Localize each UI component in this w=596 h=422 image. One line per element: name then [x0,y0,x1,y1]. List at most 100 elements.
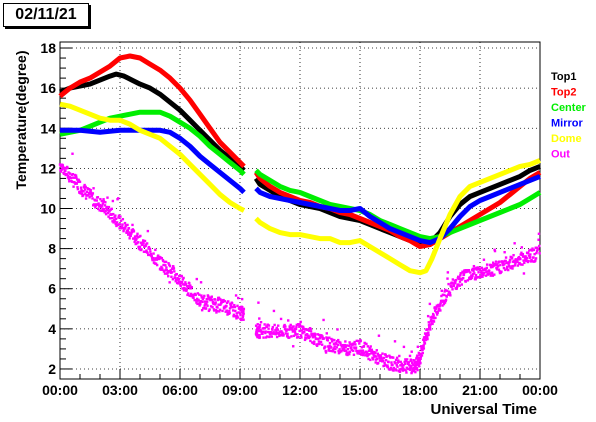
out-point [120,225,123,228]
series-center-line [59,109,542,242]
out-point [519,257,522,261]
out-point [265,335,269,338]
out-point [96,196,100,199]
out-point [145,242,149,245]
out-point [478,268,482,271]
out-point [102,200,106,203]
out-point [513,242,516,245]
out-point [510,265,513,268]
out-point [204,307,208,310]
series-out-points [58,152,541,375]
out-point [343,349,346,353]
out-point [195,301,198,304]
out-point [237,311,240,314]
out-point [214,303,217,306]
out-point [389,368,392,371]
out-point [535,251,538,255]
out-point [510,256,514,259]
out-point [67,174,70,177]
out-point [303,330,306,334]
out-point [154,262,158,265]
out-point [371,356,374,359]
out-point [221,309,224,313]
out-point [445,289,449,292]
out-point [184,283,188,286]
out-point [71,173,75,176]
x-tick-label: 03:00 [102,382,138,398]
out-point [434,316,437,320]
out-point [263,326,267,330]
out-point [444,299,447,303]
out-point [312,342,316,346]
out-point [401,365,404,368]
out-point [358,342,361,345]
out-point [417,365,421,368]
out-point [160,265,163,269]
out-point [127,227,131,230]
out-point [283,323,286,327]
out-point [496,263,499,266]
out-point [271,328,274,331]
out-point [414,370,417,374]
out-point [83,186,86,189]
out-point [464,280,467,283]
out-point [93,199,97,202]
out-point [293,327,296,331]
out-point [139,241,143,244]
out-point [537,238,540,241]
out-point [474,273,478,277]
out-point [297,336,300,339]
out-point [287,328,291,331]
out-point [231,305,235,309]
out-point [493,273,496,276]
out-point [387,360,390,364]
out-point [426,314,430,318]
out-point [93,203,96,206]
out-point [370,348,373,351]
legend-dome: Dome [551,133,582,145]
out-point [293,330,297,333]
out-point [206,304,209,307]
out-point [110,213,113,216]
out-point [80,192,84,195]
out-point [446,277,449,280]
out-point [92,187,95,190]
out-point [381,352,384,355]
out-point [394,362,397,365]
out-point [441,293,445,296]
out-point [427,333,430,337]
out-point [291,330,295,333]
out-point [393,340,397,343]
out-point [527,259,530,263]
out-point [474,276,477,279]
out-point [258,325,261,329]
out-point [428,302,432,306]
out-point [462,276,465,280]
out-point [172,267,176,270]
out-point [184,281,187,284]
out-point [408,364,411,367]
out-point [319,336,322,339]
out-point [201,297,205,301]
out-point [437,308,441,312]
out-point [498,260,501,263]
out-point [522,272,526,275]
out-point [188,294,191,297]
out-point [416,368,419,372]
out-point [262,330,265,333]
out-point [473,267,476,270]
out-point [110,216,114,220]
out-point [170,275,173,278]
out-point [384,358,388,362]
out-point [477,271,480,274]
out-point [332,342,336,346]
out-point [368,346,371,350]
out-point [216,298,220,302]
out-point [121,223,124,226]
y-tick-label: 2 [48,361,56,377]
out-point [489,274,492,277]
out-point [234,309,237,313]
out-point [194,299,198,302]
out-point [290,326,293,330]
